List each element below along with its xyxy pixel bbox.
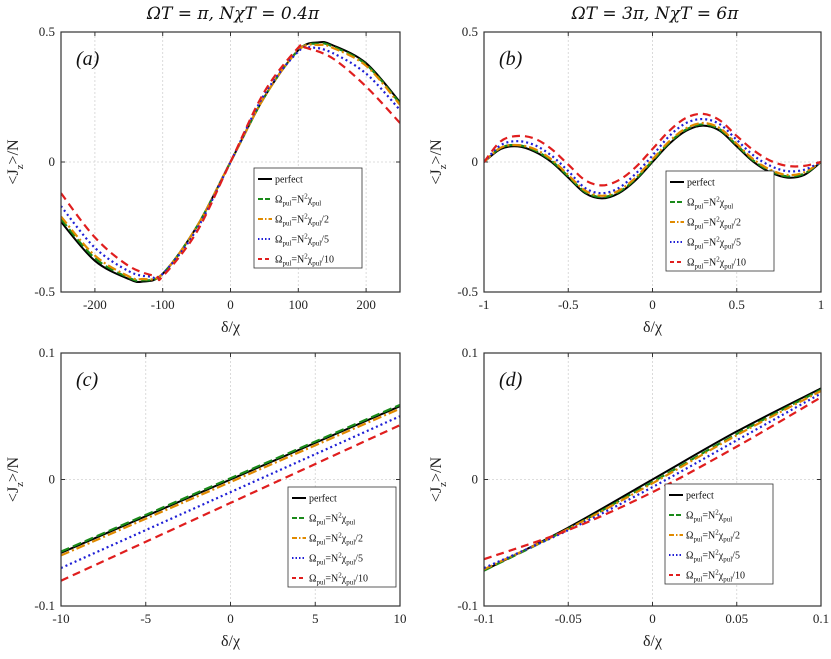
series-line-2 bbox=[484, 121, 821, 197]
x-tick-label: 0 bbox=[227, 611, 234, 626]
x-tick-label: -200 bbox=[83, 297, 107, 312]
panel-label: (c) bbox=[76, 369, 99, 391]
series-group bbox=[484, 387, 821, 572]
y-tick-label: 0.1 bbox=[462, 345, 478, 360]
x-tick-label: -5 bbox=[140, 611, 151, 626]
series-line-3 bbox=[61, 45, 400, 280]
x-axis-label: δ/χ bbox=[221, 633, 241, 650]
series-line-4 bbox=[61, 42, 400, 282]
y-axis-label: <Jz>/N bbox=[5, 139, 26, 185]
legend-entry: Ωpul=N2χpul bbox=[309, 512, 355, 527]
column-title-right: ΩT = 3π, NχT = 6π bbox=[571, 4, 740, 24]
legend-entry: Ωpul=N2χpul bbox=[687, 196, 733, 211]
x-tick-label: 0 bbox=[649, 611, 656, 626]
x-tick-label: 0 bbox=[649, 297, 656, 312]
series-line-3 bbox=[484, 117, 821, 195]
y-tick-label: 0 bbox=[49, 472, 56, 487]
axes-frame bbox=[60, 352, 401, 607]
x-tick-label: -10 bbox=[52, 611, 69, 626]
x-tick-label: 10 bbox=[394, 611, 407, 626]
x-tick-label: 5 bbox=[312, 611, 319, 626]
x-tick-label: 0.1 bbox=[813, 611, 829, 626]
y-tick-label: 0 bbox=[49, 154, 56, 169]
legend-entry: Ωpul=N2χpul/5 bbox=[275, 233, 329, 248]
x-tick-label: -100 bbox=[151, 297, 175, 312]
legend-entry: Ωpul=N2χpul bbox=[686, 509, 732, 524]
legend: perfect Ωpul=N2χpul Ωpul=N2χpul/2 Ωpul=N2χp… bbox=[287, 486, 397, 588]
axes-frame bbox=[483, 31, 822, 293]
y-tick-label: -0.5 bbox=[34, 284, 55, 299]
legend-entry: Ωpul=N2χpul/2 bbox=[275, 213, 329, 228]
x-tick-label: -0.1 bbox=[474, 611, 495, 626]
y-tick-label: 0 bbox=[472, 154, 479, 169]
series-line-1 bbox=[484, 123, 821, 199]
series-line-0 bbox=[61, 405, 400, 554]
x-tick-label: 0 bbox=[227, 297, 234, 312]
y-axis-label: <Jz>/N bbox=[5, 456, 26, 502]
legend-entry: Ωpul=N2χpul/5 bbox=[686, 549, 740, 564]
series-line-0 bbox=[484, 387, 821, 572]
legend-entry: Ωpul=N2χpul/2 bbox=[686, 529, 740, 544]
legend-entry: Ωpul=N2χpul/10 bbox=[686, 569, 745, 584]
legend-entry: Ωpul=N2χpul/2 bbox=[309, 532, 363, 547]
legend-entry: perfect bbox=[309, 494, 337, 505]
legend-entry: perfect bbox=[686, 491, 714, 502]
y-tick-label: 0 bbox=[472, 472, 479, 487]
panel-label: (d) bbox=[499, 369, 523, 391]
panel-label: (b) bbox=[499, 48, 523, 70]
legend-entry: Ωpul=N2χpul/10 bbox=[275, 253, 334, 268]
column-title-left: ΩT = π, NχT = 0.4π bbox=[146, 4, 320, 24]
y-tick-label: 0.5 bbox=[39, 24, 55, 39]
x-axis-label: δ/χ bbox=[221, 319, 241, 336]
series-line-3 bbox=[61, 415, 400, 570]
y-tick-label: 0.5 bbox=[462, 24, 478, 39]
panel-b: -1 -0.5 0 0.5 1-0.500.5(b)δ/χ<Jz>/NperfectΩp… bbox=[428, 24, 824, 336]
axes-frame bbox=[483, 352, 822, 607]
legend-entry: perfect bbox=[687, 178, 715, 189]
x-tick-label: 100 bbox=[289, 297, 309, 312]
series-group bbox=[61, 40, 400, 284]
axes-frame bbox=[60, 31, 401, 293]
legend-entry: Ωpul=N2χpul/10 bbox=[687, 256, 746, 271]
x-tick-label: 0.05 bbox=[725, 611, 748, 626]
x-tick-label: 1 bbox=[818, 297, 825, 312]
legend: perfect Ωpul=N2χpul Ωpul=N2χpul/2 Ωpul=N2χp… bbox=[253, 167, 363, 269]
legend-entry: Ωpul=N2χpul/2 bbox=[687, 216, 741, 231]
series-line-3 bbox=[484, 392, 821, 570]
panel-label: (a) bbox=[76, 48, 100, 70]
panel-d: -0.1 -0.05 0 0.05 0.1 -0.1 0 0.1 (d) δ/χ <Jz>/N per… bbox=[428, 345, 829, 650]
y-axis-label: <Jz>/N bbox=[428, 139, 449, 185]
legend: perfect Ωpul=N2χpul Ωpul=N2χpul/2 Ωpul=N2χp… bbox=[664, 483, 774, 585]
y-tick-label: -0.1 bbox=[34, 598, 55, 613]
legend-entry: Ωpul=N2χpul/5 bbox=[687, 236, 741, 251]
series-line-4 bbox=[484, 396, 821, 561]
y-tick-label: -0.1 bbox=[457, 598, 478, 613]
series-line-1 bbox=[484, 388, 821, 572]
series-line-4 bbox=[61, 424, 400, 582]
x-tick-label: 0.5 bbox=[729, 297, 745, 312]
series-line-2 bbox=[484, 389, 821, 571]
series-line-4 bbox=[484, 112, 821, 187]
y-tick-label: 0.1 bbox=[39, 345, 55, 360]
y-axis-label: <Jz>/N bbox=[428, 456, 449, 502]
x-tick-label: -0.05 bbox=[555, 611, 582, 626]
panel-c: -10 -5 0 5 10 -0.1 0 0.1 (c) δ/χ <Jz>/N perfect Ωpul… bbox=[5, 345, 407, 650]
series-line-1 bbox=[61, 403, 400, 553]
x-axis-label: δ/χ bbox=[643, 633, 663, 650]
legend-entry: perfect bbox=[275, 175, 303, 186]
x-tick-label: -1 bbox=[479, 297, 490, 312]
x-tick-label: -0.5 bbox=[558, 297, 579, 312]
panel-a: -200 -100 0 100 200 -0.5 0 0.5 (a) δ/χ <Jz>/N perfe… bbox=[5, 24, 401, 336]
x-tick-label: 200 bbox=[356, 297, 376, 312]
series-group bbox=[61, 403, 400, 582]
legend-entry: Ωpul=N2χpul bbox=[275, 193, 321, 208]
legend-entry: Ωpul=N2χpul/5 bbox=[309, 552, 363, 567]
series-group bbox=[484, 112, 821, 200]
legend: perfect Ωpul=N2χpul Ωpul=N2χpul/2 Ωpul=N2χp… bbox=[665, 170, 775, 272]
x-axis-label: δ/χ bbox=[643, 319, 663, 336]
series-line-2 bbox=[61, 407, 400, 557]
y-tick-label: -0.5 bbox=[457, 284, 478, 299]
legend-entry: Ωpul=N2χpul/10 bbox=[309, 572, 368, 587]
